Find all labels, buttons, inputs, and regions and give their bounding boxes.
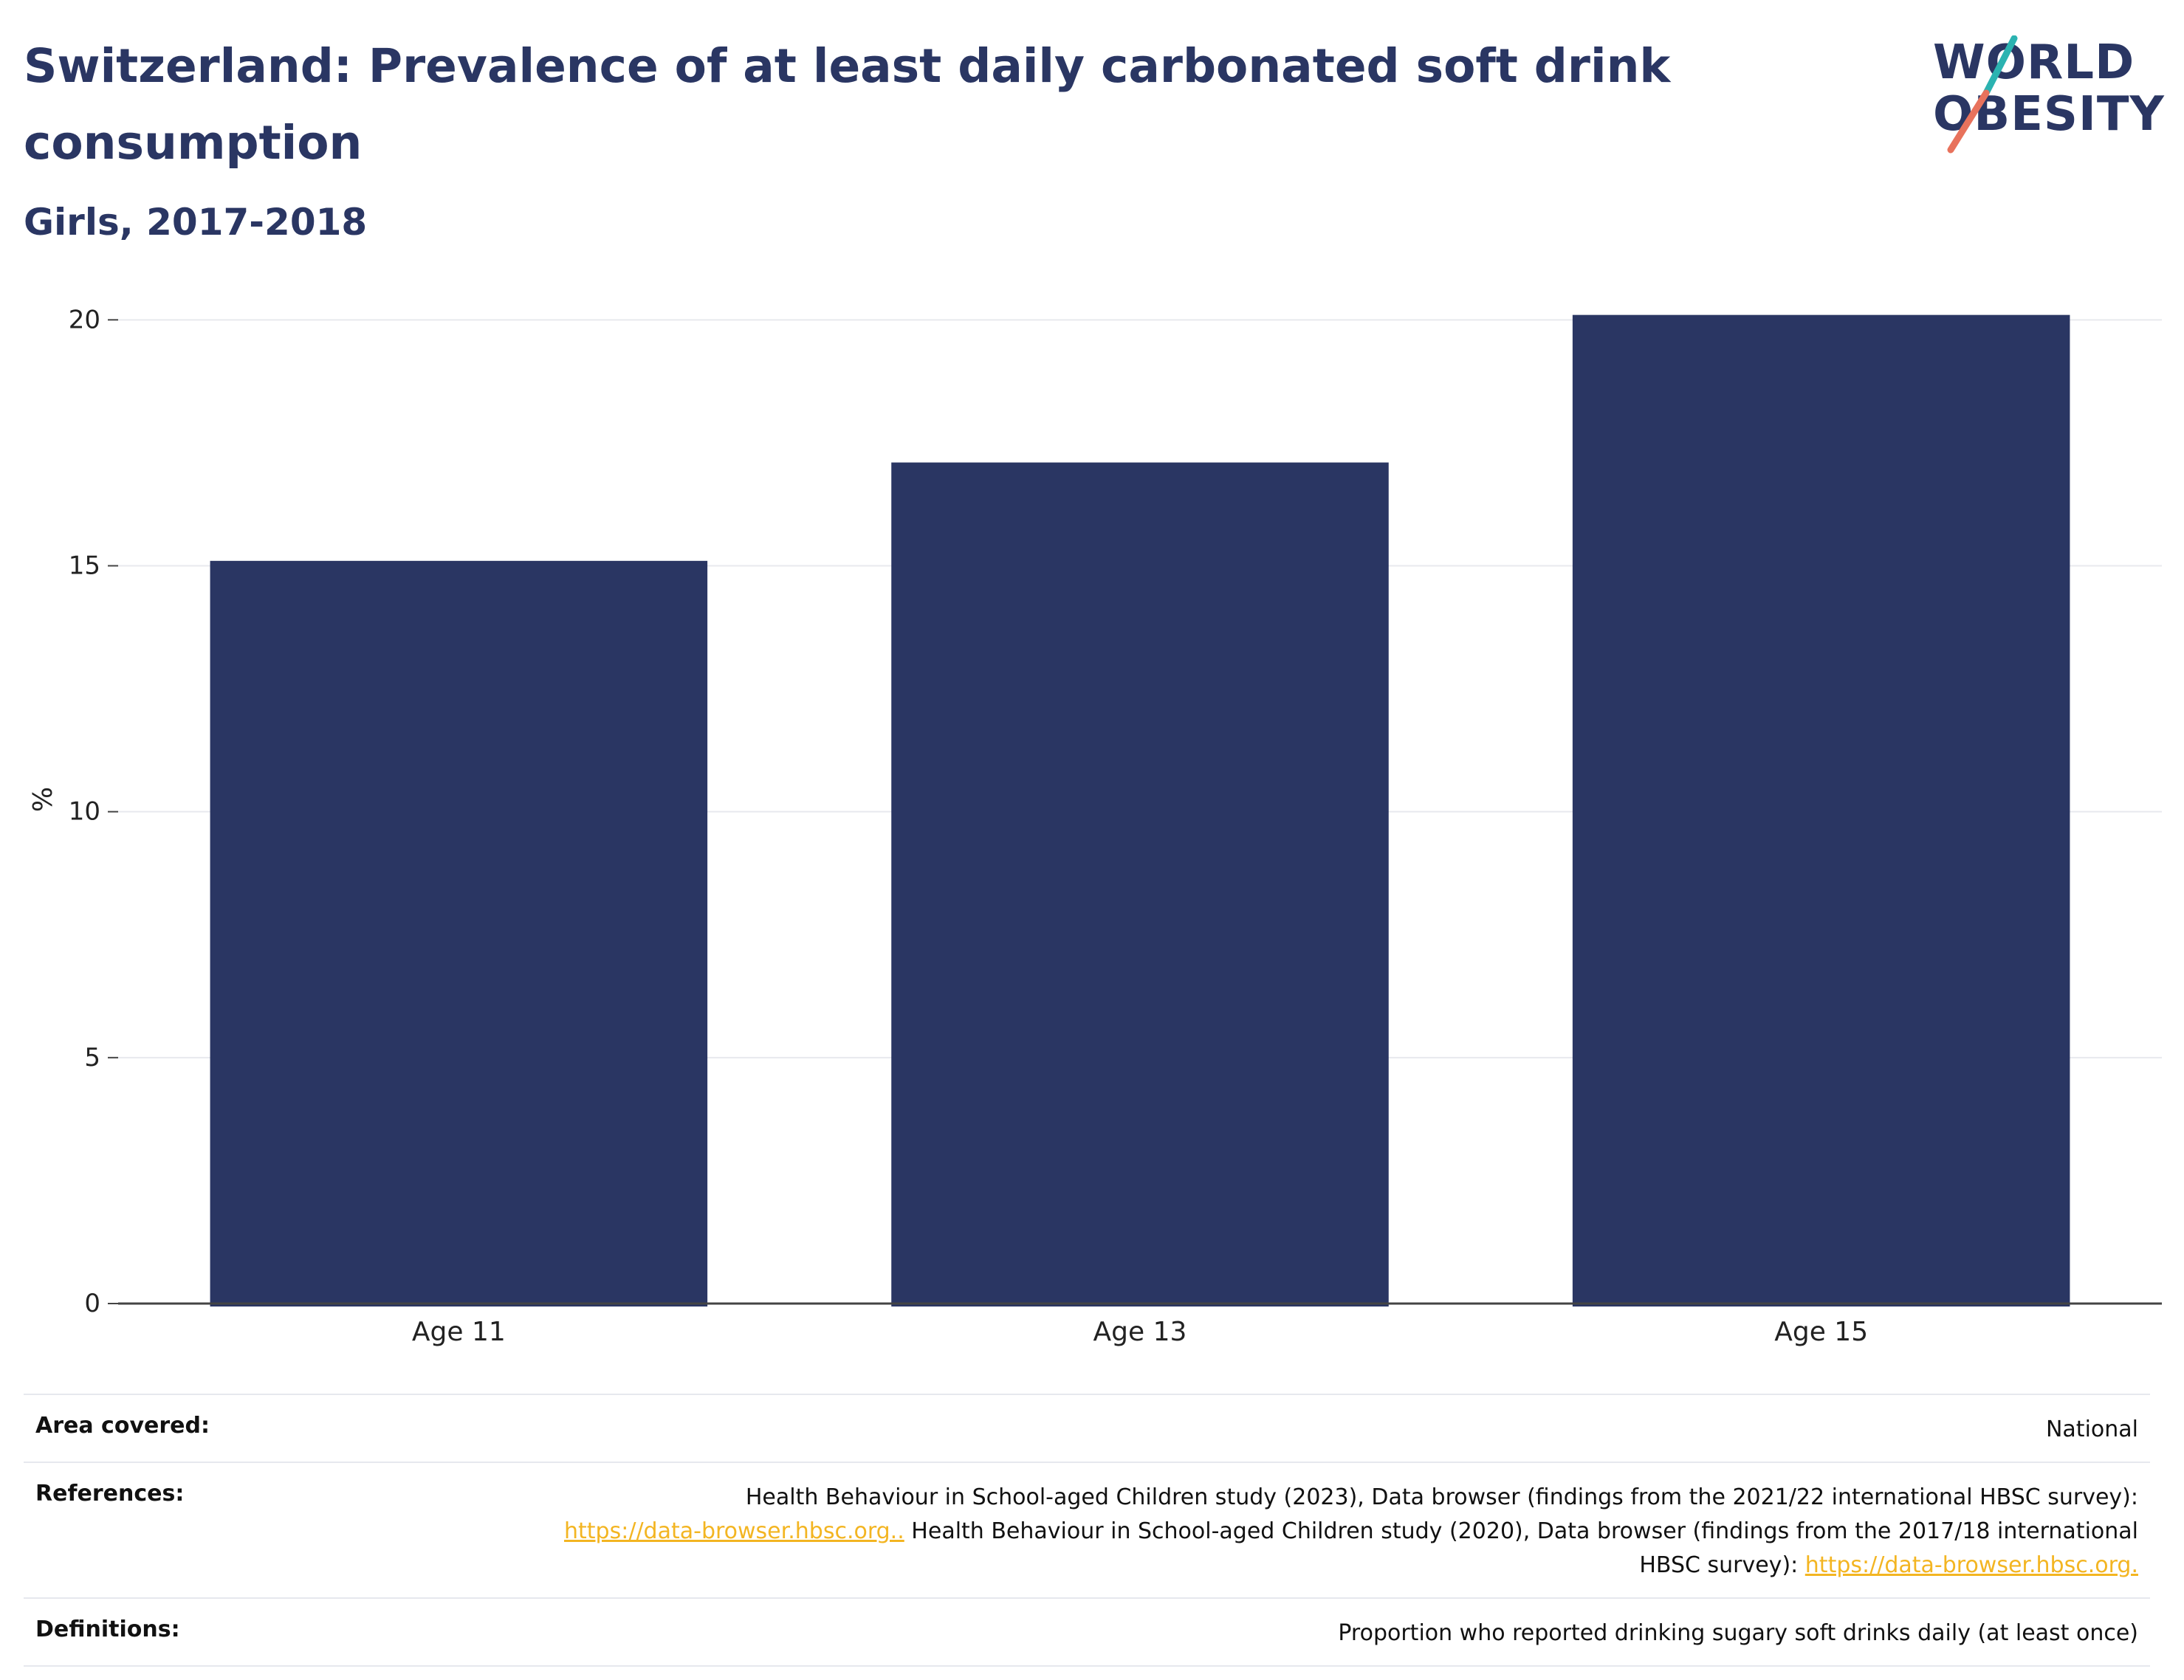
logo-slash-icon [1947, 35, 2018, 154]
x-tick-label: Age 15 [1774, 1317, 1868, 1347]
references-value: Health Behaviour in School-aged Children… [514, 1481, 2138, 1583]
x-tick-label: Age 11 [412, 1317, 506, 1347]
chart-title: Switzerland: Prevalence of at least dail… [24, 39, 1671, 170]
definitions-label: Definitions: [35, 1617, 180, 1642]
y-tick-label: 5 [84, 1043, 100, 1073]
chart-subtitle: Girls, 2017-2018 [24, 201, 368, 244]
bar [1572, 314, 2070, 1307]
bar [210, 560, 708, 1307]
bar [891, 462, 1389, 1307]
references-text-1: Health Behaviour in School-aged Children… [745, 1484, 2138, 1510]
world-obesity-logo: WORLD OBESITY [1927, 35, 2171, 161]
references-text-2: Health Behaviour in School-aged Children… [904, 1518, 2138, 1578]
y-tick-label: 15 [69, 551, 100, 580]
x-tick-label: Age 13 [1093, 1317, 1187, 1347]
footer-row-references: References: Health Behaviour in School-a… [24, 1462, 2150, 1597]
references-link-1[interactable]: https://data-browser.hbsc.org.. [564, 1518, 904, 1544]
y-tick-label: 20 [69, 305, 100, 334]
footer-row-area: Area covered: National [24, 1394, 2150, 1462]
y-tick-label: 10 [69, 797, 100, 827]
area-value: National [2045, 1416, 2138, 1442]
chart-footer: Area covered: National References: Healt… [24, 1394, 2150, 1667]
bar-chart: 0 5 10 15 20% Age 11 Age 13 Age 15 [28, 305, 2162, 1347]
y-axis-label: % [28, 787, 58, 812]
y-tick-label: 0 [84, 1289, 100, 1318]
references-label: References: [35, 1481, 185, 1507]
footer-row-definitions: Definitions: Proportion who reported dri… [24, 1597, 2150, 1667]
logo-line-1: WORLD [1933, 35, 2135, 90]
definitions-value: Proportion who reported drinking sugary … [1338, 1620, 2138, 1646]
area-label: Area covered: [35, 1413, 210, 1439]
references-link-2[interactable]: https://data-browser.hbsc.org. [1804, 1552, 2138, 1578]
